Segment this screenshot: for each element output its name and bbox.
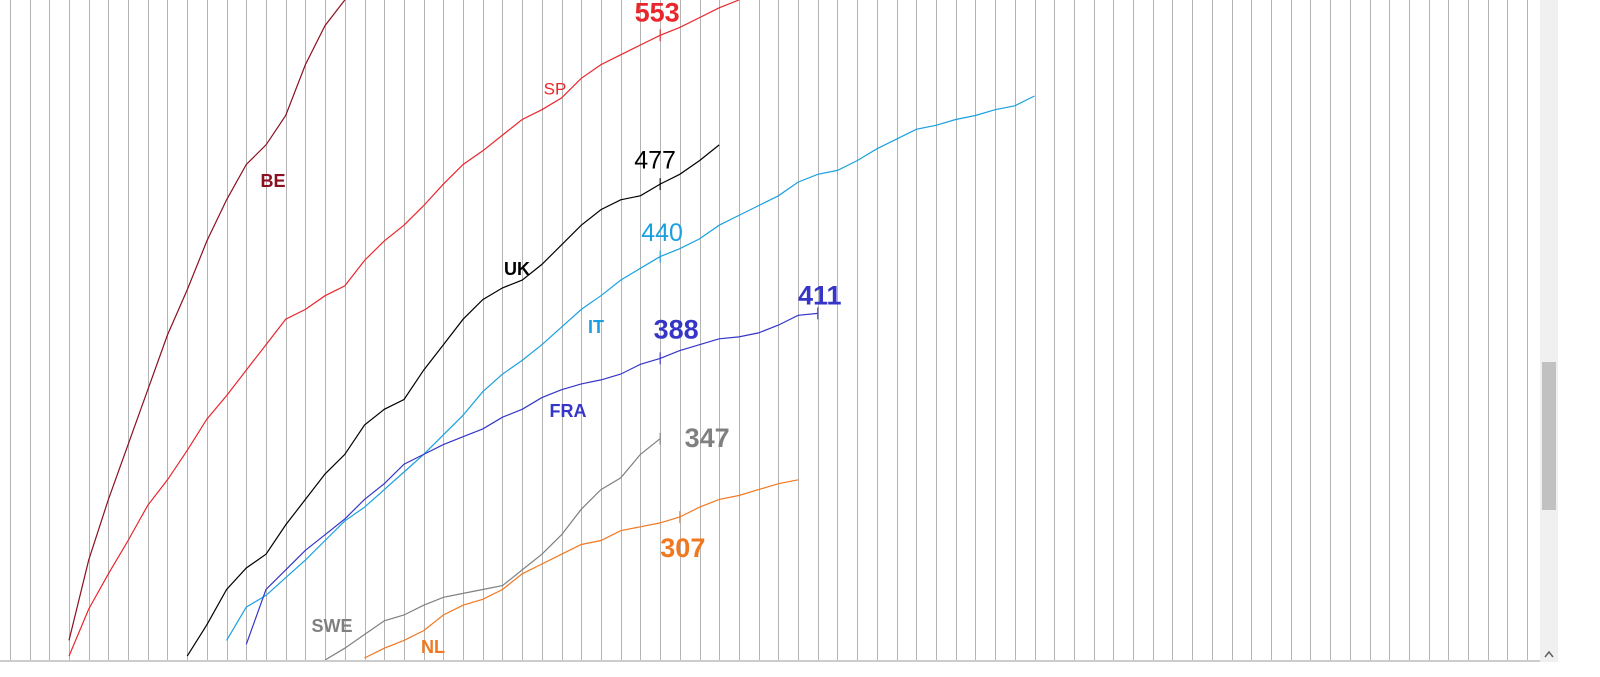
value-label: 553 <box>635 0 680 27</box>
scroll-down-arrow[interactable] <box>1544 650 1554 658</box>
series-line <box>364 479 799 659</box>
value-label: 347 <box>685 423 730 453</box>
series-label: NL <box>421 637 445 657</box>
lines <box>68 0 1035 660</box>
series-line <box>68 0 346 641</box>
series-line <box>324 438 661 660</box>
scrollbar-thumb[interactable] <box>1542 362 1556 510</box>
series-label: IT <box>588 317 604 337</box>
series-label: SP <box>544 79 567 98</box>
series-line <box>226 95 1035 641</box>
series-label: SWE <box>311 616 352 636</box>
scrollbar-track[interactable] <box>1540 0 1558 662</box>
series-label: FRA <box>550 401 587 421</box>
series-label: BE <box>260 171 285 191</box>
series-line <box>186 144 720 657</box>
value-label: 477 <box>634 147 676 175</box>
labels: BE SP 553 UK 477 IT 440 FRA 388 411 SWE 347 NL 307 <box>260 0 841 657</box>
series-label: UK <box>504 259 530 279</box>
series-line <box>245 312 818 645</box>
value-label: 411 <box>798 280 842 310</box>
value-label: 440 <box>641 219 683 247</box>
series-line <box>68 0 740 657</box>
grid <box>10 0 1528 660</box>
value-label: 307 <box>660 533 705 563</box>
value-label: 388 <box>654 315 699 345</box>
